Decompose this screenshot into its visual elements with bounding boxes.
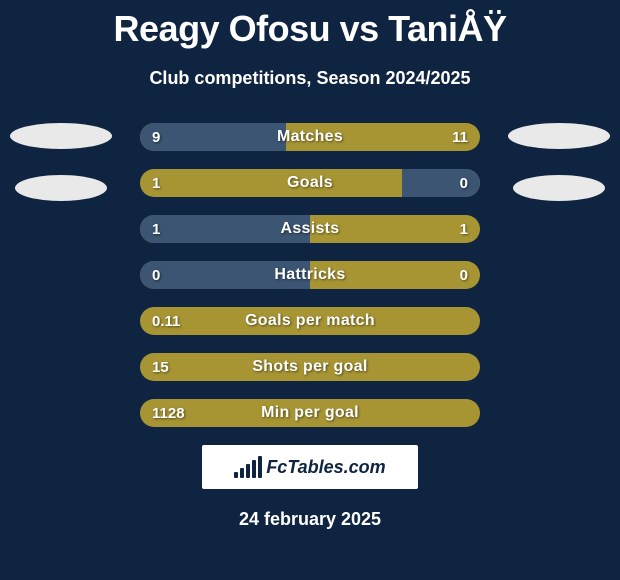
team-badge	[508, 123, 610, 149]
team-badge	[10, 123, 112, 149]
signal-bar	[246, 464, 250, 478]
page-title: Reagy Ofosu vs TaniÅŸ	[0, 0, 620, 50]
stat-value-right: 1	[460, 215, 468, 243]
signal-bar	[252, 460, 256, 478]
stat-label: Goals	[140, 169, 480, 197]
stat-row: 1128Min per goal	[140, 399, 480, 427]
signal-bar	[234, 472, 238, 478]
signal-icon	[234, 456, 262, 478]
stat-label: Hattricks	[140, 261, 480, 289]
stat-value-right: 0	[460, 261, 468, 289]
date-label: 24 february 2025	[0, 509, 620, 530]
site-logo: FcTables.com	[202, 445, 418, 489]
stat-row: 1Assists1	[140, 215, 480, 243]
right-player-badges	[504, 123, 614, 227]
stat-value-right: 0	[460, 169, 468, 197]
page-subtitle: Club competitions, Season 2024/2025	[0, 68, 620, 89]
team-badge	[513, 175, 605, 201]
stat-label: Matches	[140, 123, 480, 151]
stat-row: 0Hattricks0	[140, 261, 480, 289]
stat-label: Shots per goal	[140, 353, 480, 381]
stat-row: 0.11Goals per match	[140, 307, 480, 335]
signal-bar	[258, 456, 262, 478]
comparison-chart: 9Matches111Goals01Assists10Hattricks00.1…	[0, 123, 620, 427]
stat-label: Min per goal	[140, 399, 480, 427]
site-name: FcTables.com	[266, 457, 385, 478]
stat-value-right: 11	[452, 123, 468, 151]
stat-row: 9Matches11	[140, 123, 480, 151]
stat-label: Assists	[140, 215, 480, 243]
stat-label: Goals per match	[140, 307, 480, 335]
left-player-badges	[6, 123, 116, 227]
stat-bars: 9Matches111Goals01Assists10Hattricks00.1…	[140, 123, 480, 427]
stat-row: 1Goals0	[140, 169, 480, 197]
stat-row: 15Shots per goal	[140, 353, 480, 381]
signal-bar	[240, 468, 244, 478]
team-badge	[15, 175, 107, 201]
